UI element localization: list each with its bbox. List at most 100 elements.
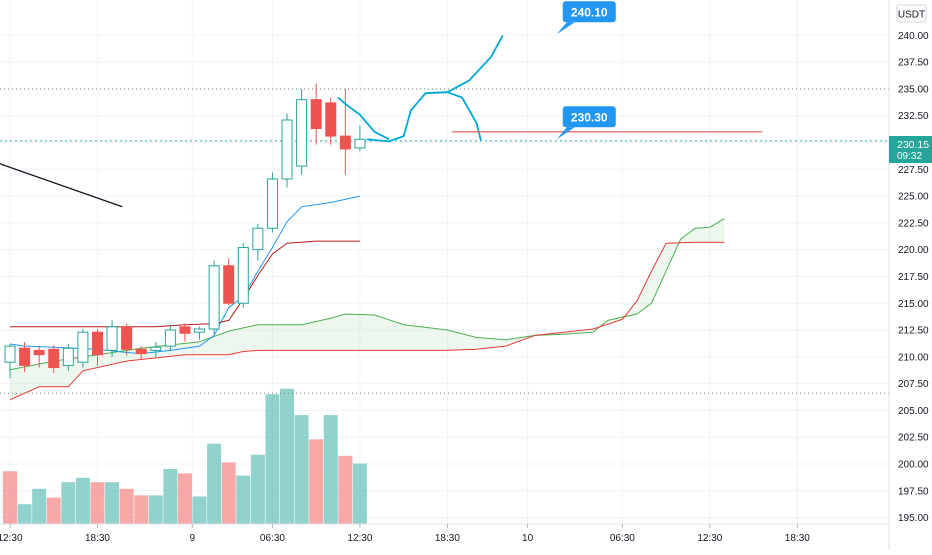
volume-bar — [163, 469, 178, 524]
volume-bar — [323, 415, 338, 524]
candle-up[interactable] — [208, 265, 220, 330]
price-tick-label: 225.00 — [898, 192, 929, 203]
candle-up[interactable] — [106, 326, 118, 351]
volume-bar — [32, 488, 47, 524]
candle-down[interactable] — [19, 347, 31, 366]
volume-bar — [250, 454, 265, 524]
price-tick-label: 197.50 — [898, 486, 929, 497]
volume-bar — [90, 482, 105, 524]
time-tick-label: 18:30 — [435, 533, 460, 544]
candle-up[interactable] — [164, 329, 176, 347]
price-tick-label: 217.50 — [898, 272, 929, 283]
time-tick-label: 12:30 — [347, 533, 372, 544]
cloud-fill — [10, 218, 725, 400]
time-axis[interactable]: 12:30 18:30 9 06:30 12:30 18:30 10 06:30 12:30 18… — [0, 523, 889, 544]
trend-line-drawing[interactable] — [0, 126, 123, 208]
callout-pointer — [556, 127, 575, 140]
candle-down[interactable] — [121, 326, 133, 350]
price-tick-label: 205.00 — [898, 406, 929, 417]
currency-badge[interactable] — [896, 4, 927, 23]
price-tick-label: 210.00 — [898, 352, 929, 363]
candle-down[interactable] — [135, 348, 147, 355]
time-tick-label: 10 — [522, 533, 534, 544]
callout-box[interactable] — [562, 106, 616, 128]
price-tick-label: 240.00 — [898, 31, 929, 42]
price-tick-label: 202.50 — [898, 433, 929, 444]
callout-box[interactable] — [562, 1, 616, 23]
callout-pointer — [556, 22, 575, 35]
projection-up-drawing[interactable] — [446, 34, 504, 93]
volume-bar — [207, 443, 222, 524]
time-axis-ticks: 12:30 18:30 9 06:30 12:30 18:30 10 06:30 12:30 18… — [0, 524, 810, 544]
price-tick-label: 215.00 — [898, 299, 929, 310]
indicator-lines — [9, 195, 725, 401]
price-tick-label: 237.50 — [898, 58, 929, 69]
time-tick-label: 9 — [189, 533, 195, 544]
price-tick-label: 195.00 — [898, 513, 929, 524]
last-price-tag — [889, 136, 932, 163]
candle-down[interactable] — [48, 348, 60, 369]
candle-down[interactable] — [179, 326, 191, 334]
volume-bar — [280, 388, 295, 524]
candle-up[interactable] — [266, 178, 278, 229]
candle-up[interactable] — [4, 345, 16, 363]
candle-down[interactable] — [325, 102, 337, 137]
callout-label: 230.30 — [571, 110, 608, 124]
price-tick-label: 220.00 — [898, 245, 929, 256]
price-axis[interactable]: 195.00 197.50 200.00 202.50 205.00 207.50 210.… — [888, 0, 932, 550]
callout-label: 240.10 — [571, 5, 608, 19]
price-tick-label: 222.50 — [898, 218, 929, 229]
drawing-tools[interactable] — [0, 34, 763, 208]
candle-up[interactable] — [252, 227, 264, 251]
candle-down[interactable] — [223, 265, 235, 304]
grid-lines — [0, 0, 889, 524]
candlesticks[interactable] — [4, 83, 366, 379]
candle-down[interactable] — [310, 99, 322, 130]
candle-down[interactable] — [339, 135, 351, 150]
cloud-line-red — [9, 241, 725, 401]
dotted-levels — [0, 88, 889, 394]
projection-path-drawing[interactable] — [367, 91, 482, 143]
volume-bar — [309, 439, 324, 524]
candle-up[interactable] — [194, 328, 206, 333]
candle-down[interactable] — [33, 349, 45, 356]
candle-up[interactable] — [281, 119, 293, 180]
projection-hook-drawing[interactable] — [337, 96, 390, 141]
price-tick-label: 212.50 — [898, 326, 929, 337]
volume-bar — [61, 482, 76, 524]
volume-bar — [134, 495, 149, 524]
time-tick-label: 18:30 — [85, 533, 110, 544]
price-tick-label: 207.50 — [898, 379, 929, 390]
price-tick-label: 232.50 — [898, 111, 929, 122]
base-line — [10, 240, 360, 328]
candle-down[interactable] — [91, 331, 103, 356]
volume-bar — [105, 482, 120, 524]
price-tick-label: 200.00 — [898, 459, 929, 470]
cloud-line-green — [9, 218, 725, 371]
volume-bar — [265, 394, 280, 524]
price-callouts[interactable]: 240.10 230.30 — [556, 1, 616, 140]
time-tick-label: 06:30 — [260, 533, 285, 544]
candle-up[interactable] — [296, 99, 308, 167]
currency-label: USDT — [898, 10, 925, 21]
volume-bar — [338, 455, 353, 524]
volume-bar — [192, 496, 207, 524]
volume-bar — [236, 475, 251, 524]
candle-up[interactable] — [77, 331, 89, 363]
candle-up[interactable] — [62, 347, 74, 366]
volume-bar — [221, 462, 236, 524]
countdown-label: 09:32 — [897, 151, 922, 162]
price-tick-label: 227.50 — [898, 165, 929, 176]
volume-bar — [119, 488, 134, 524]
volume-bar — [46, 497, 61, 524]
candle-up[interactable] — [150, 346, 162, 351]
price-tick-label: 235.00 — [898, 84, 929, 95]
time-tick-label: 18:30 — [785, 533, 810, 544]
last-price-label: 230.15 — [897, 139, 929, 151]
volume-bar — [352, 463, 367, 524]
volume-bar — [177, 473, 192, 524]
candle-up[interactable] — [354, 138, 366, 149]
candle-up[interactable] — [237, 247, 249, 304]
